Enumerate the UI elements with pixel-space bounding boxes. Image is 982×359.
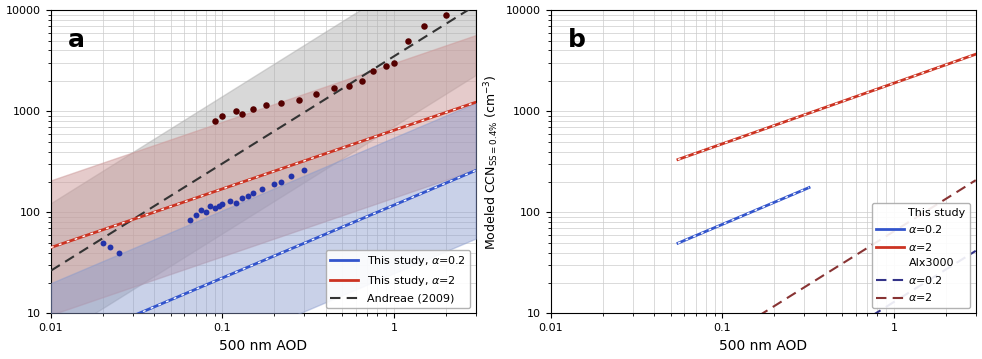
Point bbox=[207, 205, 223, 211]
Point bbox=[245, 190, 260, 196]
Point bbox=[416, 23, 432, 29]
Point bbox=[258, 102, 274, 108]
Point bbox=[207, 118, 223, 124]
Point bbox=[202, 204, 218, 209]
Point bbox=[292, 97, 307, 103]
Point bbox=[188, 212, 203, 218]
Point bbox=[94, 240, 110, 246]
Point bbox=[273, 101, 289, 106]
Point bbox=[342, 83, 357, 88]
Legend: This study, $\alpha$=0.2, This study, $\alpha$=2, Andreae (2009): This study, $\alpha$=0.2, This study, $\… bbox=[326, 250, 470, 308]
Point bbox=[378, 63, 394, 69]
Point bbox=[111, 250, 127, 256]
Point bbox=[222, 198, 238, 204]
Point bbox=[354, 78, 369, 84]
Point bbox=[234, 111, 249, 116]
Point bbox=[102, 244, 118, 250]
Point bbox=[386, 60, 402, 66]
Point bbox=[211, 204, 227, 209]
Point bbox=[297, 167, 312, 172]
Point bbox=[215, 113, 231, 119]
Point bbox=[228, 108, 244, 114]
Point bbox=[254, 186, 270, 192]
Point bbox=[327, 85, 343, 91]
Point bbox=[198, 210, 214, 215]
Point bbox=[215, 201, 231, 207]
Point bbox=[273, 179, 289, 185]
Text: a: a bbox=[68, 28, 85, 52]
Point bbox=[364, 68, 380, 74]
Point bbox=[266, 181, 282, 187]
Text: b: b bbox=[568, 28, 586, 52]
Point bbox=[240, 193, 255, 199]
X-axis label: 500 nm AOD: 500 nm AOD bbox=[219, 339, 307, 353]
X-axis label: 500 nm AOD: 500 nm AOD bbox=[719, 339, 807, 353]
Point bbox=[245, 106, 260, 112]
Y-axis label: Modeled CCN$_{\mathsf{SS=0.4\%}}$ (cm$^{-3}$): Modeled CCN$_{\mathsf{SS=0.4\%}}$ (cm$^{… bbox=[482, 74, 501, 250]
Point bbox=[183, 217, 198, 223]
Point bbox=[400, 38, 415, 43]
Legend: This study, $\alpha$=0.2, $\alpha$=2, AIx3000, $\alpha$=0.2, $\alpha$=2: This study, $\alpha$=0.2, $\alpha$=2, AI… bbox=[872, 203, 970, 308]
Point bbox=[228, 200, 244, 205]
Point bbox=[283, 173, 299, 179]
Point bbox=[234, 195, 249, 200]
Point bbox=[308, 91, 324, 97]
Point bbox=[193, 208, 209, 213]
Point bbox=[438, 12, 454, 18]
